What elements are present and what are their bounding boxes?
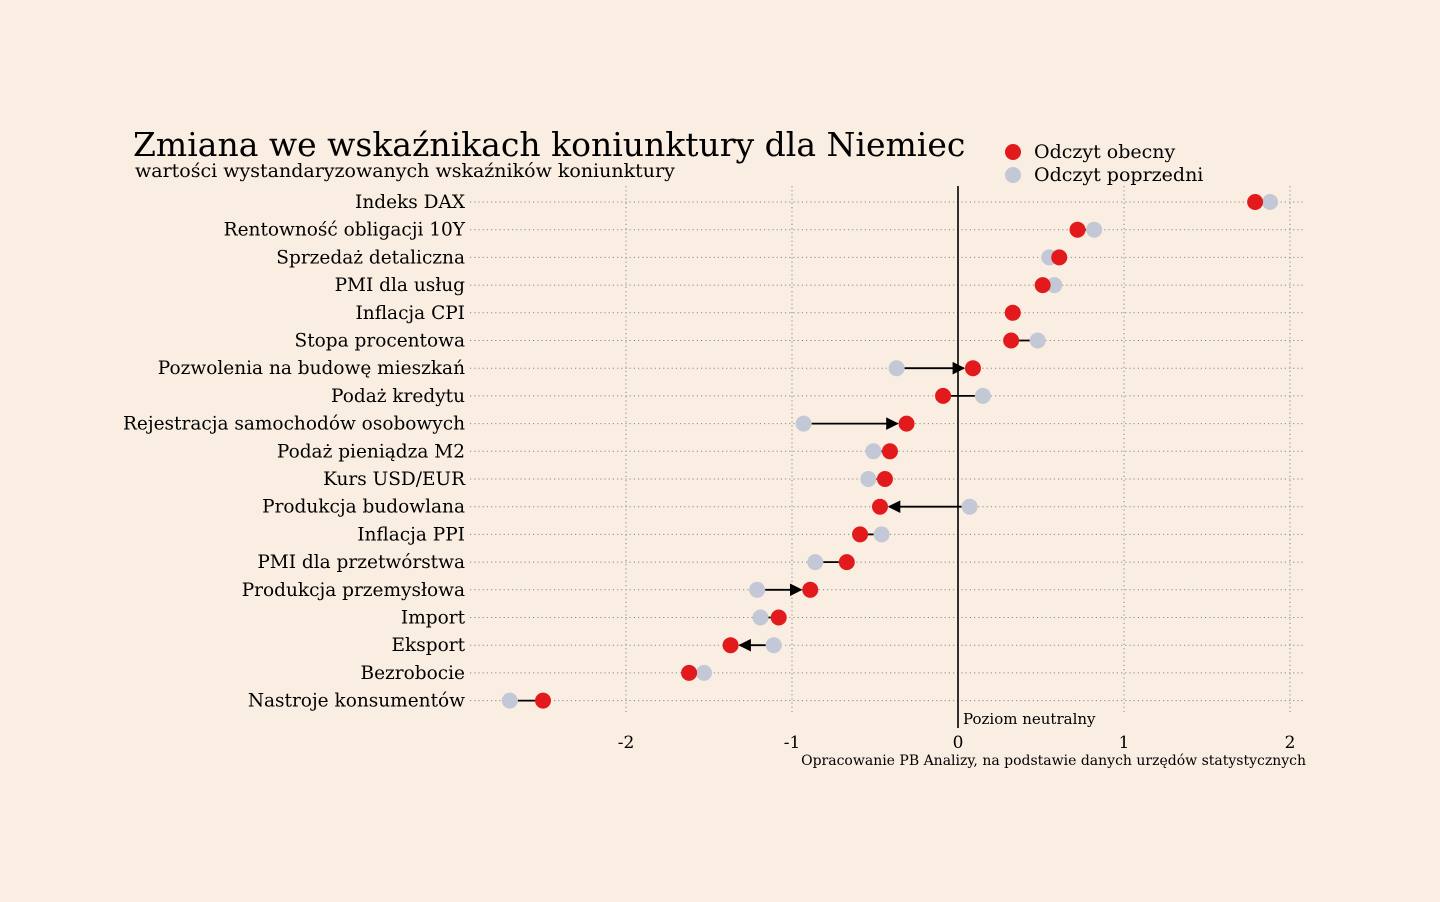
point-current <box>1247 194 1264 210</box>
point-previous <box>696 664 713 681</box>
category-label: Inflacja CPI <box>355 303 465 324</box>
category-label: Eksport <box>392 635 466 656</box>
point-previous <box>1046 277 1063 294</box>
point-current <box>838 554 855 571</box>
point-current <box>535 692 551 709</box>
category-label: PMI dla przetwórstwa <box>257 552 465 573</box>
point-current <box>1034 277 1051 294</box>
legend-marker-previous <box>1005 167 1021 183</box>
category-label: Podaż pieniądza M2 <box>277 441 465 462</box>
legend-label-current: Odczyt obecny <box>1034 141 1176 163</box>
rows-layer <box>501 194 1279 709</box>
point-previous <box>865 443 882 460</box>
point-current <box>1003 332 1020 349</box>
point-current <box>770 609 787 626</box>
point-current <box>802 581 819 598</box>
category-label: Produkcja budowlana <box>262 497 465 518</box>
point-current <box>964 360 981 377</box>
x-tick-label: -1 <box>784 733 801 753</box>
point-previous <box>752 609 769 626</box>
category-label: Indeks DAX <box>355 192 466 213</box>
point-previous <box>795 415 812 432</box>
category-label: Podaż kredytu <box>331 386 465 407</box>
chart-title: Zmiana we wskaźnikach koniunktury dla Ni… <box>133 125 965 164</box>
point-current <box>852 526 869 543</box>
category-label: Import <box>401 608 466 629</box>
category-label: Pozwolenia na budowę mieszkań <box>158 358 465 379</box>
data-row <box>860 471 893 487</box>
data-row <box>852 526 890 543</box>
data-row <box>501 692 551 709</box>
category-label: Rejestracja samochodów osobowych <box>123 414 465 435</box>
point-previous <box>961 498 978 515</box>
data-row <box>935 387 991 404</box>
x-tick-label: 1 <box>1119 733 1130 753</box>
data-row <box>1034 277 1063 294</box>
legend: Odczyt obecny Odczyt poprzedni <box>1005 141 1203 186</box>
chart-subtitle: wartości wystandaryzowanych wskaźników k… <box>135 160 675 182</box>
data-row <box>807 554 855 571</box>
point-previous <box>807 554 824 571</box>
category-label: Sprzedaż detaliczna <box>276 247 465 268</box>
data-row <box>865 443 898 460</box>
category-label: Kurs USD/EUR <box>323 469 466 490</box>
x-axis-ticks: -2 -1 0 1 2 <box>618 733 1296 753</box>
point-current <box>898 415 915 432</box>
legend-label-previous: Odczyt poprzedni <box>1034 164 1203 186</box>
data-row <box>1247 194 1279 210</box>
category-label: Bezrobocie <box>361 663 466 684</box>
point-previous <box>888 360 905 377</box>
data-row <box>1069 221 1103 238</box>
point-current <box>935 387 952 404</box>
data-row <box>871 498 978 515</box>
point-previous <box>501 692 518 709</box>
category-label: Nastroje konsumentów <box>248 691 465 712</box>
data-row <box>888 360 981 377</box>
point-previous <box>860 471 877 487</box>
neutral-level-label: Poziom neutralny <box>963 710 1096 728</box>
data-row <box>681 664 713 681</box>
data-row <box>722 637 782 654</box>
point-current <box>722 637 739 654</box>
point-current <box>1069 221 1086 238</box>
category-labels: Indeks DAX Rentowność obligacji 10Y Sprzed… <box>123 192 466 712</box>
point-previous <box>873 526 890 543</box>
point-previous <box>749 581 766 598</box>
data-row <box>1041 249 1068 266</box>
point-current <box>876 471 893 487</box>
data-row <box>1004 304 1021 321</box>
x-tick-label: -2 <box>618 733 635 753</box>
point-current <box>871 498 888 515</box>
grid-layer <box>470 186 1305 712</box>
point-previous <box>974 387 991 404</box>
point-current <box>681 664 698 681</box>
category-label: Produkcja przemysłowa <box>242 580 465 601</box>
category-label: Inflacja PPI <box>357 524 465 545</box>
legend-marker-current <box>1005 144 1021 160</box>
source-note: Opracowanie PB Analizy, na podstawie dan… <box>801 753 1306 769</box>
data-row <box>749 581 819 598</box>
point-current <box>881 443 898 460</box>
data-row <box>1003 332 1046 349</box>
point-current <box>1004 304 1021 321</box>
data-row <box>752 609 787 626</box>
category-label: PMI dla usług <box>335 275 466 296</box>
point-previous <box>1029 332 1046 349</box>
data-row <box>795 415 915 432</box>
point-previous <box>1262 194 1279 210</box>
point-previous <box>1086 221 1103 238</box>
x-tick-label: 2 <box>1285 733 1296 753</box>
category-label: Stopa procentowa <box>295 331 465 352</box>
point-previous <box>765 637 782 654</box>
category-label: Rentowność obligacji 10Y <box>224 220 466 241</box>
x-tick-label: 0 <box>953 733 964 753</box>
point-current <box>1051 249 1068 266</box>
